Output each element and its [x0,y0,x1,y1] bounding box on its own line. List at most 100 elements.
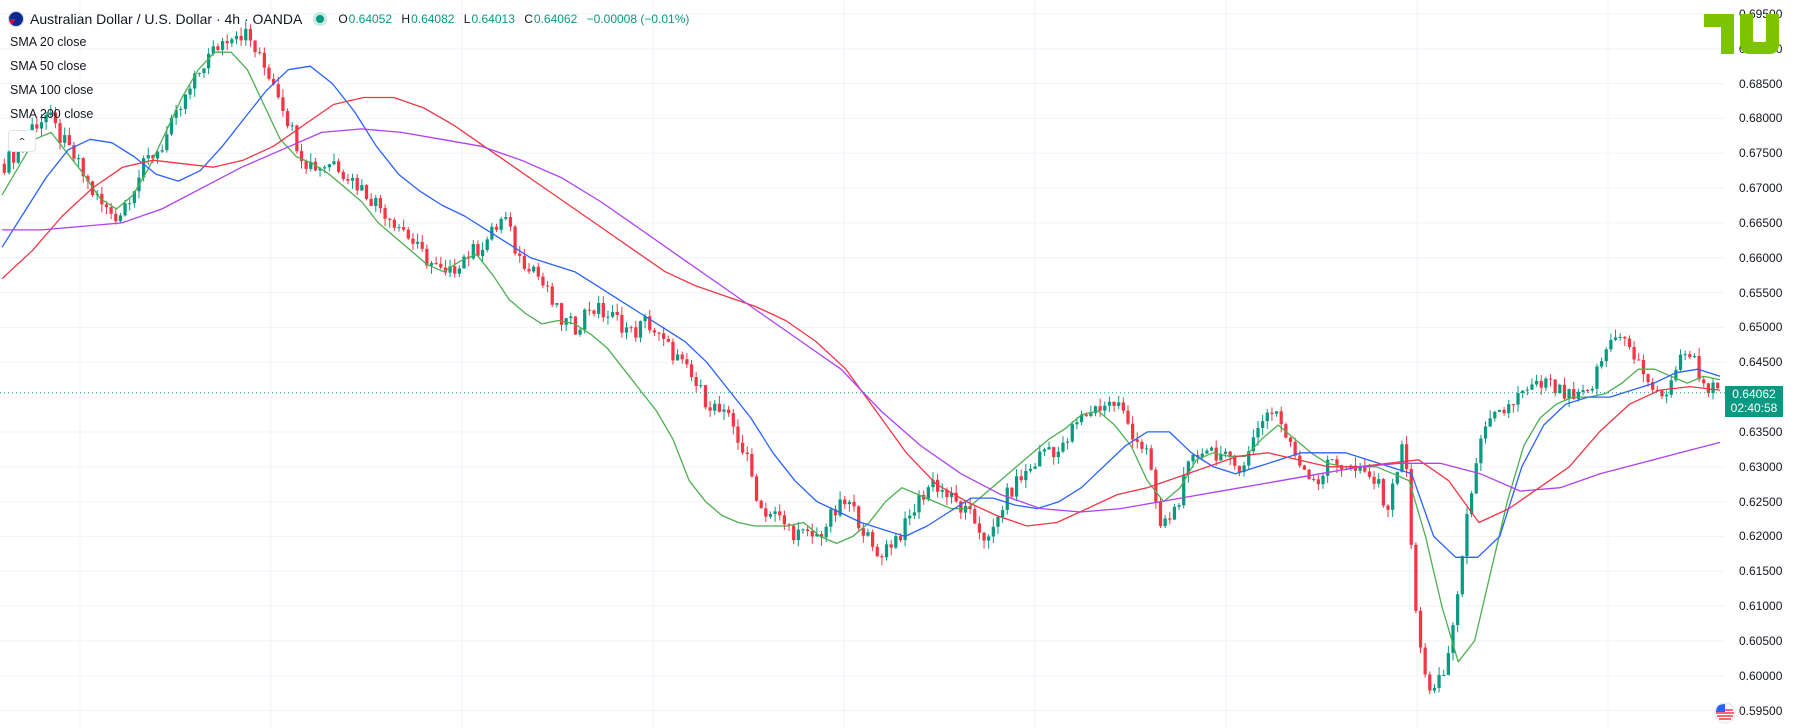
candle [819,530,824,546]
chevron-up-icon: ⌄ [16,136,28,146]
tradingview-logo-icon[interactable] [1700,8,1792,58]
candle-body [1465,514,1469,557]
candle [1595,363,1599,396]
candle-body [16,149,20,163]
candle [1706,382,1711,398]
candle-body [838,499,842,516]
candle-body [285,110,290,127]
candle [1330,459,1334,461]
candle-body [597,303,601,314]
candle-body [383,208,387,219]
candle [1697,347,1701,382]
us-flag-icon[interactable] [1713,701,1737,725]
candle [908,509,912,526]
candle-body [1404,444,1409,469]
candle-body [1144,448,1149,450]
candle-body [1502,409,1506,414]
candle-body [494,226,499,230]
indicator-sma50[interactable]: SMA 50 close [10,59,87,73]
candle-body [1209,447,1214,451]
candle [1302,464,1307,471]
candle-body [652,330,657,333]
collapse-legend-button[interactable]: ⌄ [8,130,36,152]
candle [508,212,513,232]
candle [629,325,633,333]
candle-body [1061,442,1065,452]
y-tick-label: 0.66000 [1739,250,1783,265]
candle [1567,388,1571,407]
candle [1678,349,1683,372]
candle [870,529,875,551]
candle [1381,478,1385,508]
candle [341,169,345,182]
candle-body [309,161,313,169]
candle [1493,410,1497,422]
candle-body [448,266,452,273]
symbol-title[interactable]: Australian Dollar / U.S. Dollar · 4h · O… [30,11,303,27]
y-tick-label: 0.61500 [1739,564,1783,579]
indicator-sma20[interactable]: SMA 20 close [10,35,87,49]
indicator-sma100[interactable]: SMA 100 close [10,83,94,97]
candle [1511,403,1516,413]
candle [1121,397,1125,415]
candle [1079,410,1084,426]
candle [1581,384,1585,396]
candle-body [1107,401,1112,406]
candle-body [694,377,698,387]
candle [253,40,257,58]
candle-body [1024,470,1028,481]
candle-body [935,479,940,492]
candle-body [662,333,666,339]
candle-body [1632,347,1636,360]
candle-body [188,88,192,95]
candle-body [1716,382,1720,389]
candle [671,338,675,365]
candle [1014,469,1019,501]
candle [183,94,188,115]
candle-body [234,35,239,40]
candle [847,499,852,512]
candle-body [1692,356,1697,358]
candle-body [2,163,6,173]
candle-body [1052,447,1056,458]
candle-body [179,109,183,111]
candle-body [559,303,564,325]
candle [615,303,619,321]
candle-body [880,556,884,558]
candle-body [1033,466,1037,469]
candle [759,499,763,509]
candle-body [388,218,392,220]
candle [337,158,341,174]
candle-body [1451,625,1455,654]
candle-body [402,227,406,230]
candle [1307,468,1311,481]
candle-body [378,198,383,209]
candle-body [332,161,336,165]
candle [355,174,359,195]
candlestick-chart[interactable] [0,0,1725,728]
indicator-sma200[interactable]: SMA 200 close [10,107,94,121]
price-axis[interactable]: 0.695000.690000.685000.680000.675000.670… [1725,0,1800,728]
candle-body [44,114,48,123]
candle-body [1572,389,1576,399]
candle [1047,441,1051,450]
candle [1056,446,1060,464]
open-value: 0.64052 [348,12,393,26]
candle [1432,683,1437,694]
market-status-icon[interactable] [316,15,325,23]
candle-body [875,546,879,557]
candle [750,448,754,478]
chart-plot-area[interactable] [0,0,1725,728]
candle [443,259,448,276]
candle [954,485,958,503]
candle-body [1047,447,1051,450]
candle-body [1261,421,1265,428]
candle [72,141,76,163]
candle [1488,410,1492,428]
candle [652,327,657,337]
candle-body [1586,390,1590,392]
candle-body [1158,501,1163,527]
candle [722,403,726,420]
candle [843,496,847,509]
candle [86,174,90,190]
